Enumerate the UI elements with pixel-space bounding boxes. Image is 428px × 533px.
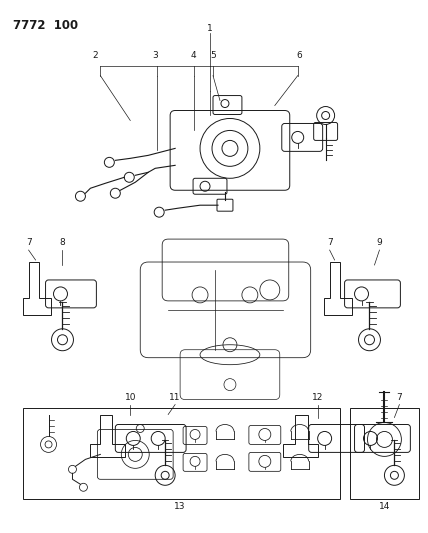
Text: 10: 10 (125, 393, 136, 401)
Text: 5: 5 (210, 51, 216, 60)
Text: 13: 13 (174, 502, 186, 511)
Text: 6: 6 (297, 51, 303, 60)
Bar (350, 408, 419, 499)
Text: 7: 7 (327, 238, 333, 247)
Text: 7: 7 (396, 393, 402, 401)
Text: 11: 11 (169, 393, 181, 401)
Text: 3: 3 (152, 51, 158, 60)
Text: 7772  100: 7772 100 (13, 19, 78, 32)
Text: 9: 9 (377, 238, 382, 247)
Text: 14: 14 (379, 502, 390, 511)
Text: 1: 1 (207, 25, 213, 33)
Text: 7: 7 (26, 238, 32, 247)
Bar (23, 408, 339, 499)
Text: 12: 12 (312, 393, 323, 401)
Text: 4: 4 (190, 51, 196, 60)
Text: 8: 8 (59, 238, 65, 247)
Text: 2: 2 (92, 51, 98, 60)
